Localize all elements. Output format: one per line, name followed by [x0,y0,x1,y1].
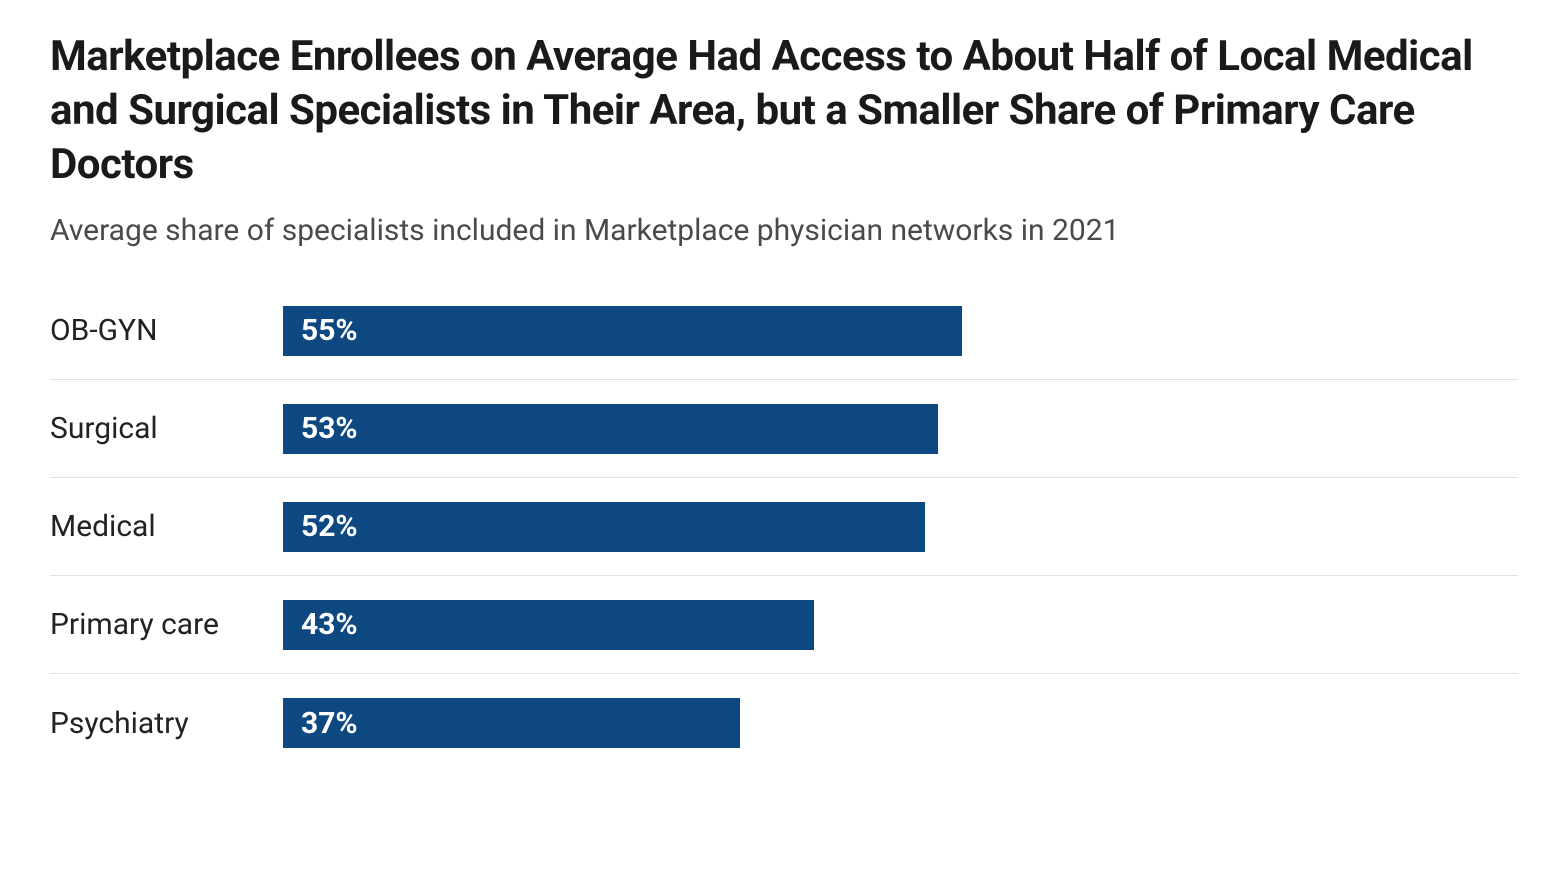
bar-track: 52% [283,502,1518,552]
bar-chart: OB-GYN 55% Surgical 53% Medical 52% [50,282,1518,772]
bar-track: 55% [283,306,1518,356]
category-label: Primary care [50,607,283,642]
bar-value-label: 37% [283,706,358,741]
bar: 52% [283,502,925,552]
bar-value-label: 52% [283,509,358,544]
bar-track: 43% [283,600,1518,650]
category-label: Surgical [50,411,283,446]
bar: 55% [283,306,962,356]
bar: 43% [283,600,814,650]
bar-value-label: 43% [283,607,358,642]
bar-track: 37% [283,698,1518,748]
chart-row: Psychiatry 37% [50,674,1518,772]
chart-title: Marketplace Enrollees on Average Had Acc… [50,30,1518,191]
chart-row: Primary care 43% [50,576,1518,674]
chart-row: Surgical 53% [50,380,1518,478]
bar: 53% [283,404,938,454]
category-label: OB-GYN [50,313,283,348]
bar: 37% [283,698,740,748]
category-label: Psychiatry [50,706,283,741]
chart-container: Marketplace Enrollees on Average Had Acc… [0,0,1568,772]
category-label: Medical [50,509,283,544]
chart-row: Medical 52% [50,478,1518,576]
bar-track: 53% [283,404,1518,454]
bar-value-label: 55% [283,313,358,348]
chart-subtitle: Average share of specialists included in… [50,213,1518,248]
bar-value-label: 53% [283,411,358,446]
chart-row: OB-GYN 55% [50,282,1518,380]
